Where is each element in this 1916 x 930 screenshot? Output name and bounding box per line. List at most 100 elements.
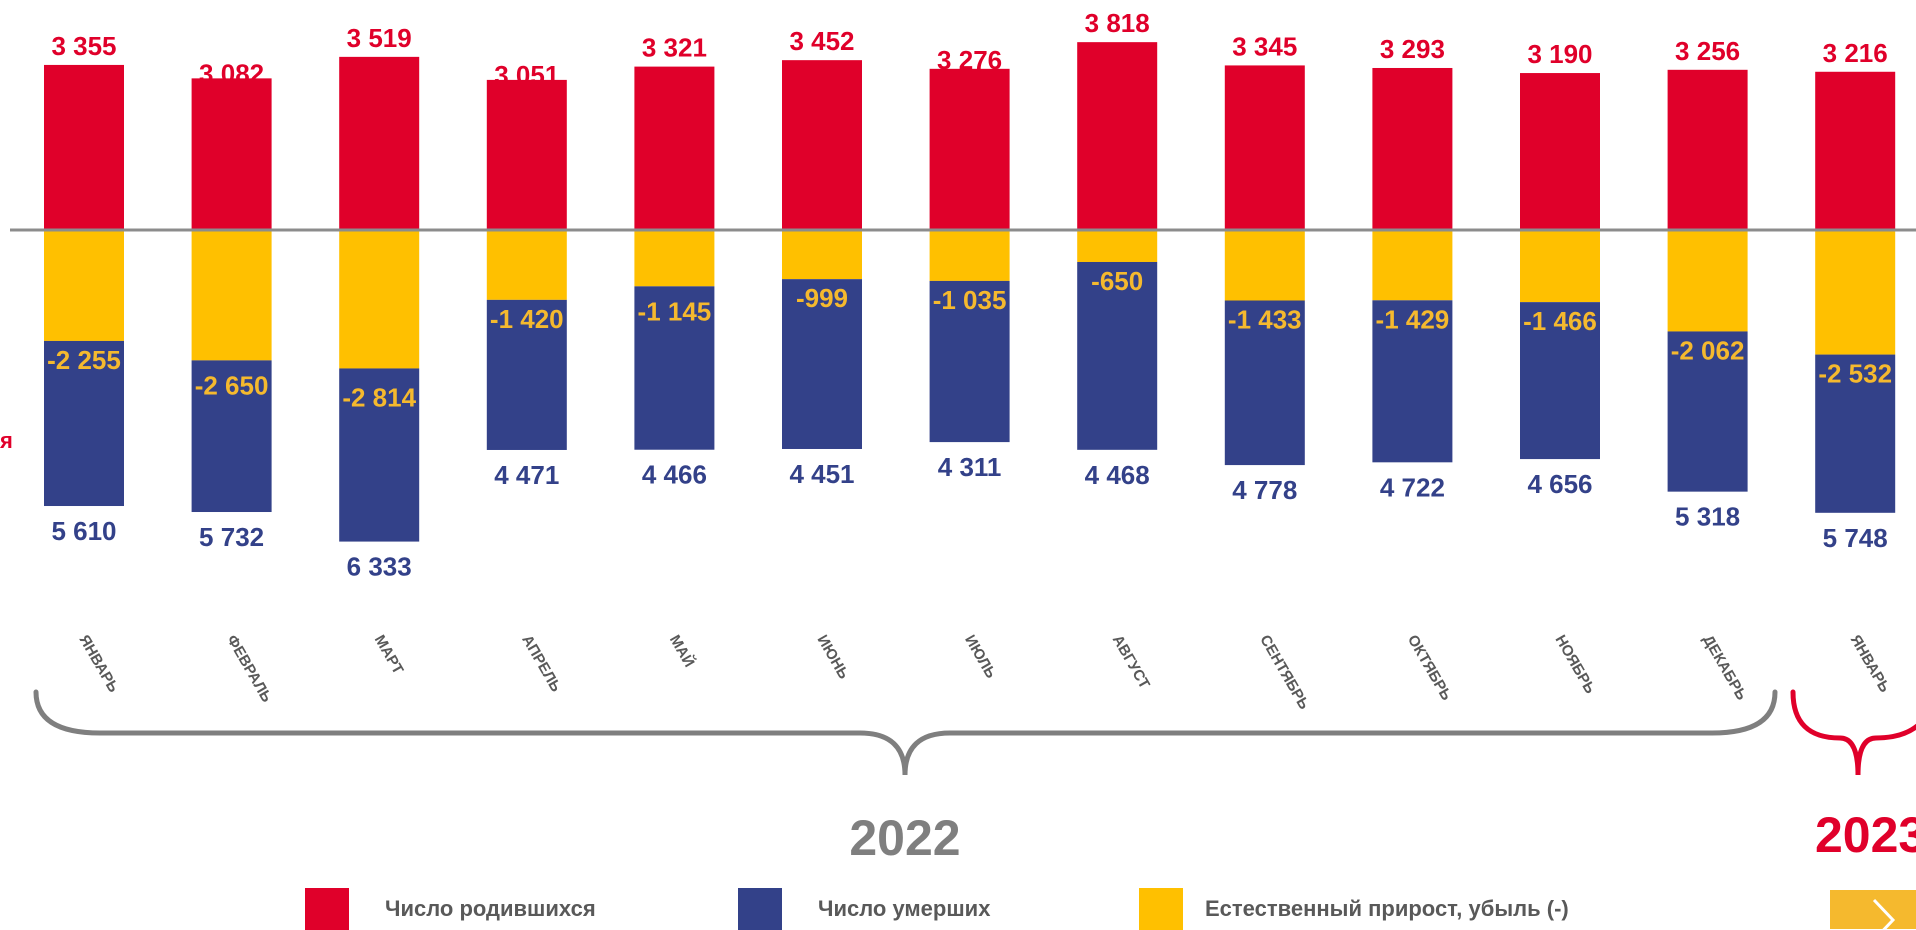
- births-bar: [1815, 71, 1896, 230]
- natural-bar: [929, 230, 1010, 281]
- legend-item-births: Число родившихся: [305, 888, 596, 930]
- deaths-bar: [782, 279, 862, 449]
- natural-value-label: -1 433: [1228, 305, 1302, 335]
- natural-value-label: -650: [1091, 266, 1143, 296]
- deaths-value-label: 4 468: [1085, 460, 1150, 490]
- natural-bar: [339, 230, 420, 369]
- deaths-value-label: 4 656: [1527, 469, 1592, 499]
- births-value-label: 3 190: [1527, 39, 1592, 69]
- month-label: СЕНТЯБРЬ: [1256, 632, 1312, 713]
- deaths-bar: [339, 368, 420, 542]
- deaths-bar: [929, 280, 1010, 443]
- births-value-label: 3 345: [1232, 31, 1297, 61]
- legend-swatch-deaths: [738, 888, 782, 930]
- births-value-label: 3 818: [1085, 8, 1150, 38]
- natural-bar: [1815, 230, 1896, 355]
- next-slide-button[interactable]: [1830, 890, 1916, 929]
- births-value-label: 3 082: [199, 58, 264, 88]
- deaths-value-label: 5 748: [1823, 523, 1888, 553]
- deaths-value-label: 5 732: [199, 522, 264, 552]
- births-value-label: 3 293: [1380, 34, 1445, 64]
- year-label-2022: 2022: [849, 810, 960, 866]
- births-bar: [486, 79, 567, 230]
- births-bar: [1224, 65, 1305, 231]
- natural-bar: [486, 230, 567, 300]
- births-value-label: 3 051: [494, 60, 559, 90]
- month-label: ДЕКАБРЬ: [1699, 632, 1750, 703]
- chevron-right-icon: [1872, 898, 1896, 929]
- natural-value-label: -2 650: [195, 370, 269, 400]
- births-bar: [1667, 69, 1748, 230]
- legend-label-births: Число родившихся: [385, 896, 596, 921]
- natural-bar: [1077, 230, 1158, 262]
- births-value-label: 3 519: [347, 23, 412, 53]
- births-bar: [44, 64, 124, 231]
- deaths-value-label: 4 311: [938, 452, 1002, 482]
- legend-item-deaths: Число умерших: [738, 888, 990, 930]
- births-value-label: 3 355: [51, 31, 116, 61]
- natural-bar: [44, 230, 124, 341]
- natural-bar: [1520, 230, 1600, 303]
- deaths-value-label: 4 722: [1380, 472, 1445, 502]
- year-2023-brace: [1790, 689, 1916, 776]
- legend-label-deaths: Число умерших: [818, 896, 991, 921]
- month-label: МАРТ: [371, 632, 407, 677]
- month-label: ФЕВРАЛЬ: [223, 632, 275, 705]
- deaths-bar: [486, 299, 567, 450]
- deaths-bar: [1077, 261, 1158, 450]
- deaths-value-label: 5 318: [1675, 502, 1740, 532]
- legend-swatch-natural: [1139, 888, 1183, 930]
- natural-value-label: -999: [796, 283, 848, 313]
- month-label: АВГУСТ: [1109, 632, 1153, 692]
- births-bar: [191, 78, 272, 230]
- births-value-label: 3 276: [937, 45, 1002, 75]
- deaths-value-label: 4 778: [1232, 475, 1297, 505]
- natural-value-label: -2 814: [342, 382, 416, 412]
- year-label-2023: 2023: [1815, 807, 1916, 863]
- deaths-bar: [1520, 302, 1600, 460]
- births-bar: [339, 56, 420, 230]
- natural-value-label: -2 062: [1671, 335, 1745, 365]
- births-value-label: 3 321: [642, 33, 707, 63]
- natural-value-label: -2 532: [1818, 359, 1892, 389]
- births-bar: [929, 68, 1010, 230]
- deaths-value-label: 4 471: [494, 460, 559, 490]
- deaths-bar: [1224, 300, 1305, 466]
- month-label: НОЯБРЬ: [1552, 632, 1599, 697]
- natural-bar: [1667, 230, 1748, 332]
- deaths-bar: [1815, 354, 1896, 513]
- deaths-value-label: 6 333: [347, 552, 412, 582]
- deaths-value-label: 5 610: [51, 516, 116, 546]
- year-2022-brace: [33, 689, 1778, 776]
- natural-value-label: -1 466: [1523, 306, 1597, 336]
- deaths-bar: [634, 286, 715, 450]
- deaths-bar: [44, 340, 124, 507]
- legend-label-natural: Естественный прирост, убыль (-): [1205, 896, 1569, 921]
- births-bar: [634, 66, 715, 230]
- natural-value-label: -1 145: [638, 296, 712, 326]
- month-label: МАЙ: [666, 632, 699, 671]
- births-bar: [782, 60, 862, 231]
- natural-value-label: -1 035: [933, 285, 1007, 315]
- natural-value-label: -2 255: [47, 345, 121, 375]
- month-label: АПРЕЛЬ: [518, 632, 564, 695]
- month-label: ИЮНЬ: [814, 632, 853, 682]
- deaths-bar: [191, 360, 272, 513]
- natural-bar: [1224, 230, 1305, 301]
- month-label: ЯНВАРЬ: [1847, 632, 1893, 696]
- month-label: ЯНВАРЬ: [76, 632, 122, 696]
- natural-value-label: -1 429: [1376, 304, 1450, 334]
- births-bar: [1520, 73, 1600, 230]
- natural-bar: [191, 230, 272, 361]
- deaths-bar: [1667, 331, 1748, 492]
- deaths-value-label: 4 466: [642, 460, 707, 490]
- births-value-label: 3 452: [789, 26, 854, 56]
- births-bar: [1372, 67, 1453, 230]
- births-value-label: 3 216: [1823, 38, 1888, 68]
- deaths-value-label: 4 451: [789, 459, 854, 489]
- natural-value-label: -1 420: [490, 304, 564, 334]
- cropped-side-label: я: [0, 428, 13, 453]
- month-label: ИЮЛЬ: [961, 632, 999, 681]
- deaths-bar: [1372, 300, 1453, 463]
